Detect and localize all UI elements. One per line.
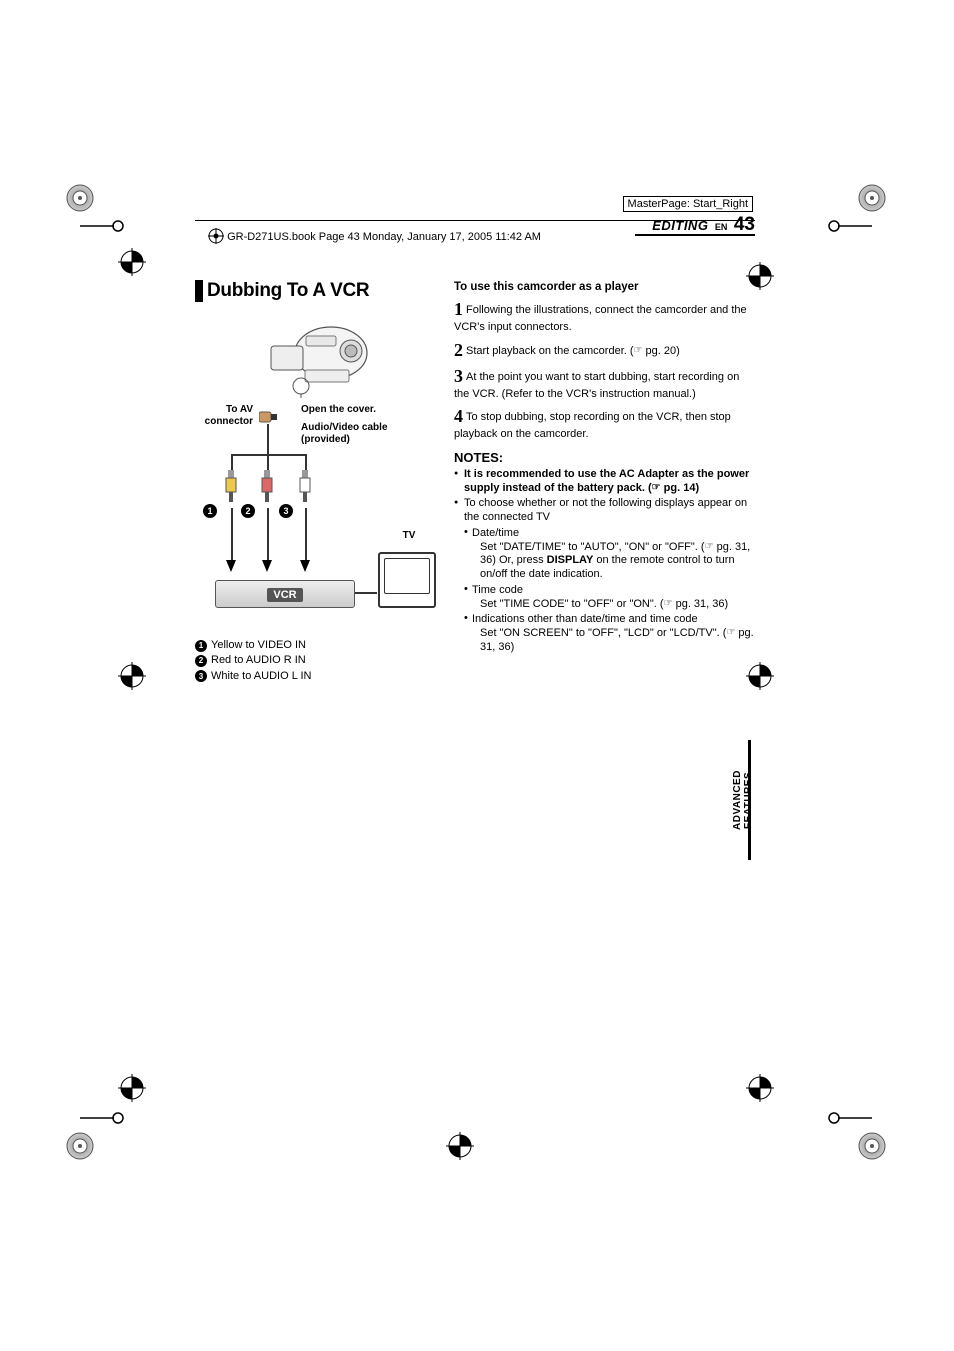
legend-3: White to AUDIO L IN [211, 669, 311, 684]
registration-mark [66, 1132, 94, 1160]
sub-item: Date/time Set "DATE/TIME" to "AUTO", "ON… [464, 527, 755, 582]
step-4: 4To stop dubbing, stop recording on the … [454, 405, 755, 441]
step-4-text: To stop dubbing, stop recording on the V… [454, 411, 731, 440]
step-2-text-a: Start playback on the camcorder. ( [466, 345, 634, 357]
side-tab: ADVANCED FEATURES [732, 740, 748, 860]
reference-icon: ☞ [664, 598, 673, 611]
step-3-text: At the point you want to start dubbing, … [454, 371, 739, 400]
page-content: MasterPage: Start_Right GR-D271US.book P… [195, 220, 755, 624]
reference-icon: ☞ [726, 627, 735, 640]
diagram-num-1: 1 [203, 504, 217, 518]
registration-mark [446, 1132, 474, 1160]
registration-mark [118, 1074, 146, 1102]
title-block: Dubbing To A VCR [195, 280, 440, 302]
masterpage-label: MasterPage: Start_Right [623, 196, 753, 212]
diagram-num-2: 2 [241, 504, 255, 518]
legend-row: 2 Red to AUDIO R IN [195, 653, 440, 668]
legend-1: Yellow to VIDEO IN [211, 638, 306, 653]
legend-num-3: 3 [195, 670, 207, 682]
cable-label: Audio/Video cable (provided) [301, 422, 411, 445]
jack-white-icon [299, 470, 311, 502]
legend-row: 1 Yellow to VIDEO IN [195, 638, 440, 653]
sub-other-head: Indications other than date/time and tim… [472, 613, 698, 625]
note-sublist: Date/time Set "DATE/TIME" to "AUTO", "ON… [464, 527, 755, 655]
legend-row: 3 White to AUDIO L IN [195, 669, 440, 684]
sub-item: Indications other than date/time and tim… [464, 613, 755, 654]
page-title: Dubbing To A VCR [207, 280, 369, 302]
sub-timecode-head: Time code [472, 584, 523, 596]
to-av-label: To AV connector [199, 404, 253, 427]
arrow-down-icon [300, 560, 310, 572]
tv-screen [384, 558, 430, 594]
cable-text: Audio/Video cable [301, 422, 388, 433]
step-num: 1 [454, 299, 463, 319]
page-number: 43 [734, 214, 755, 235]
registration-mark [66, 184, 94, 212]
registration-mark [828, 220, 872, 232]
note-item: It is recommended to use the AC Adapter … [454, 468, 755, 496]
sub-datetime-body: Set "DATE/TIME" to "AUTO", "ON" or "OFF"… [472, 541, 755, 582]
legend-num-1: 1 [195, 640, 207, 652]
vcr-label: VCR [267, 588, 302, 602]
notes-list: It is recommended to use the AC Adapter … [454, 468, 755, 655]
sub-other-body: Set "ON SCREEN" to "OFF", "LCD" or "LCD/… [472, 627, 755, 655]
step-2: 2Start playback on the camcorder. (☞ pg.… [454, 339, 755, 362]
cable-legend: 1 Yellow to VIDEO IN 2 Red to AUDIO R IN 3… [195, 638, 440, 684]
registration-mark [118, 248, 146, 276]
registration-mark [858, 184, 886, 212]
step-num: 4 [454, 406, 463, 426]
connector-text: connector [205, 416, 253, 427]
open-cover-label: Open the cover. [301, 404, 391, 416]
note-1a: It is recommended to use the AC Adapter … [464, 468, 749, 494]
registration-mark [80, 220, 124, 232]
reference-icon: ☞ [634, 345, 643, 358]
arrow-down-icon [226, 560, 236, 572]
vcr-box: VCR [215, 580, 355, 608]
step-1-text: Following the illustrations, connect the… [454, 304, 747, 333]
jack-yellow-icon [225, 470, 237, 502]
reference-icon: ☞ [652, 482, 661, 495]
connection-diagram: To AV connector Open the cover. Audio/Vi… [195, 312, 440, 632]
diagram-num-3: 3 [279, 504, 293, 518]
book-icon [208, 228, 224, 244]
step-3: 3At the point you want to start dubbing,… [454, 365, 755, 401]
registration-mark [828, 1112, 872, 1124]
legend-2: Red to AUDIO R IN [211, 653, 306, 668]
arrow-down-icon [262, 560, 272, 572]
step-2-text-b: pg. 20) [643, 345, 680, 357]
sub-timecode-body: Set "TIME CODE" to "OFF" or "ON". (☞ pg.… [472, 598, 755, 612]
step-1: 1Following the illustrations, connect th… [454, 298, 755, 334]
legend-num-2: 2 [195, 655, 207, 667]
step-num: 2 [454, 340, 463, 360]
note-2: To choose whether or not the following d… [464, 497, 747, 523]
sub-item: Time code Set "TIME CODE" to "OFF" or "O… [464, 584, 755, 612]
step-num: 3 [454, 366, 463, 386]
section-name: EDITING [652, 218, 708, 233]
camcorder-icon [251, 318, 371, 398]
note-item: To choose whether or not the following d… [454, 497, 755, 654]
registration-mark [858, 1132, 886, 1160]
registration-mark [118, 662, 146, 690]
lang-code: EN [715, 222, 728, 232]
section-header: EDITING EN 43 [635, 214, 755, 236]
right-column: To use this camcorder as a player 1Follo… [454, 280, 755, 684]
notes-heading: NOTES: [454, 450, 755, 466]
to-av-text: To AV [226, 404, 253, 415]
title-bar [195, 280, 203, 302]
file-info: GR-D271US.book Page 43 Monday, January 1… [205, 228, 544, 244]
jack-red-icon [261, 470, 273, 502]
provided-text: (provided) [301, 434, 350, 445]
tv-label: TV [394, 530, 424, 542]
registration-mark [80, 1112, 124, 1124]
note-1b: pg. 14) [661, 482, 700, 494]
reference-icon: ☞ [705, 541, 714, 554]
tv-box [378, 552, 436, 608]
registration-mark [746, 1074, 774, 1102]
subhead: To use this camcorder as a player [454, 280, 755, 294]
av-plug-icon [259, 410, 277, 424]
file-info-text: GR-D271US.book Page 43 Monday, January 1… [227, 231, 541, 243]
sub-datetime-head: Date/time [472, 527, 519, 539]
left-column: Dubbing To A VCR To AV connector [195, 280, 440, 684]
